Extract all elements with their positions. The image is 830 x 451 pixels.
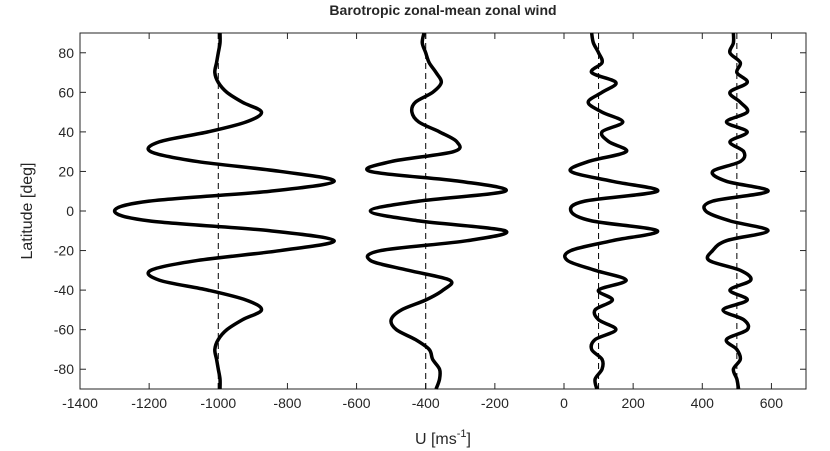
x-tick-label: -800 (273, 395, 301, 411)
y-axis-label: Latitude [deg] (19, 163, 36, 260)
y-tick-label: -40 (54, 282, 74, 298)
chart-title: Barotropic zonal-mean zonal wind (329, 2, 556, 18)
y-tick-label: 60 (58, 84, 74, 100)
x-tick-label: 200 (621, 395, 645, 411)
y-tick-label: 80 (58, 45, 74, 61)
profile-line (702, 32, 770, 390)
x-tick-label: -600 (343, 395, 371, 411)
x-tick-label: -1200 (131, 395, 167, 411)
profile-line (365, 32, 509, 390)
x-tick-label: 400 (691, 395, 715, 411)
x-tick-label: 0 (560, 395, 568, 411)
x-tick-label: -400 (412, 395, 440, 411)
y-tick-label: -20 (54, 243, 74, 259)
y-tick-label: -60 (54, 322, 74, 338)
y-tick-label: 40 (58, 124, 74, 140)
x-tick-label: -1400 (62, 395, 98, 411)
x-tick-label: -200 (481, 395, 509, 411)
plot-area (79, 32, 807, 390)
profile-line (112, 32, 336, 390)
x-tick-label: -1000 (200, 395, 236, 411)
y-tick-label: -80 (54, 361, 74, 377)
x-axis-label: U [ms-1] (415, 428, 471, 448)
y-tick-label: 0 (66, 203, 74, 219)
profile-line (563, 32, 660, 390)
x-tick-label: 600 (760, 395, 784, 411)
y-tick-label: 20 (58, 163, 74, 179)
